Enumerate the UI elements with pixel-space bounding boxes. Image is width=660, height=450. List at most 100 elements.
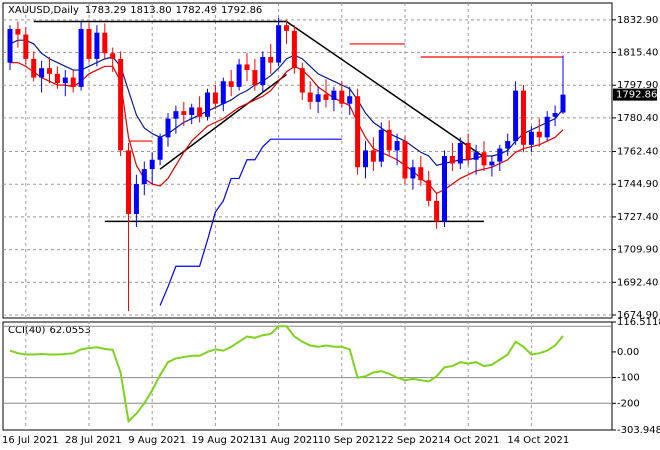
candle-body xyxy=(386,129,392,151)
candle-body xyxy=(323,94,329,100)
price-pane xyxy=(2,2,613,319)
y-tick-label: 116.5118 xyxy=(617,317,660,328)
indicator-line xyxy=(159,138,342,306)
candle-body xyxy=(197,107,203,117)
candle-body xyxy=(252,70,258,86)
candle-body xyxy=(23,34,29,59)
candle-body xyxy=(173,111,179,119)
x-tick-label: 22 Sep 2021 xyxy=(381,435,444,446)
y-tick-label: 1674.90 xyxy=(617,310,658,321)
candle-body xyxy=(497,148,503,162)
candle-body xyxy=(521,90,526,145)
candle-body xyxy=(284,25,289,31)
candle-body xyxy=(141,169,147,185)
indicator-line xyxy=(9,39,564,167)
candle-body xyxy=(505,141,511,149)
y-tick-label: 1832.90 xyxy=(617,15,658,26)
candle-body xyxy=(157,137,163,160)
y-tick-label: 1815.40 xyxy=(617,48,658,59)
candle-body xyxy=(370,150,376,162)
candle-body xyxy=(118,58,124,151)
candle-body xyxy=(315,94,321,102)
candle-body xyxy=(489,161,495,166)
cci-value: 62.0553 xyxy=(49,325,90,336)
x-tick-label: 16 Jul 2021 xyxy=(2,435,59,446)
candle-body xyxy=(481,152,487,166)
candle-body xyxy=(307,92,313,102)
y-tick-label: 1692.40 xyxy=(617,277,658,288)
candle-body xyxy=(434,200,440,222)
candle-body xyxy=(102,32,108,54)
candle-body xyxy=(465,142,471,160)
candle-body xyxy=(355,96,361,168)
candle-body xyxy=(513,90,519,142)
candle-body xyxy=(442,156,447,222)
open-label: 1783.29 xyxy=(85,5,126,16)
x-tick-label: 31 Aug 2021 xyxy=(255,435,319,446)
candle-body xyxy=(31,58,37,78)
candle-body xyxy=(228,81,234,87)
cci-name: CCI(40) xyxy=(8,325,46,336)
x-tick-label: 19 Aug 2021 xyxy=(191,435,255,446)
y-tick-label: 1762.40 xyxy=(617,147,658,158)
candle-body xyxy=(299,68,305,93)
candle-body xyxy=(449,156,455,164)
candle-body xyxy=(544,116,550,138)
chart-header: XAUUSD,Daily 1783.29 1813.80 1782.49 1792.86 xyxy=(8,5,262,16)
candle-body xyxy=(473,152,479,160)
candle-body xyxy=(39,68,45,78)
candle-body xyxy=(62,77,68,84)
candle-body xyxy=(528,131,534,145)
price-tag-box xyxy=(613,88,657,101)
candle-body xyxy=(212,92,218,104)
candle-body xyxy=(54,73,60,84)
y-tick-label: -303.9481 xyxy=(617,425,660,436)
candle-body xyxy=(149,159,155,170)
candle-body xyxy=(205,92,210,117)
candle-body xyxy=(378,129,384,162)
symbol: XAUUSD,Daily xyxy=(8,5,79,16)
candle-body xyxy=(418,167,424,181)
candle-body xyxy=(339,90,345,104)
y-tick-label: 1727.40 xyxy=(617,212,658,223)
y-tick-label: 1780.40 xyxy=(617,113,658,124)
candle-body xyxy=(260,56,266,86)
indicator-line xyxy=(10,61,564,195)
y-tick-label: 1797.90 xyxy=(617,80,658,91)
candle-body xyxy=(126,150,131,214)
x-tick-label: 4 Oct 2021 xyxy=(444,435,499,446)
x-tick-label: 28 Jul 2021 xyxy=(65,435,122,446)
close-label: 1792.86 xyxy=(221,5,262,16)
y-tick-label: 1744.90 xyxy=(617,179,658,190)
cci-line xyxy=(9,325,564,424)
candle-body xyxy=(165,118,171,138)
price-tag: 1792.86 xyxy=(616,90,657,101)
low-label: 1782.49 xyxy=(176,5,217,16)
candle-body xyxy=(47,68,52,74)
candle-body xyxy=(331,90,337,100)
high-label: 1813.80 xyxy=(130,5,171,16)
trendline xyxy=(286,20,485,158)
candle-body xyxy=(236,64,242,87)
candle-body xyxy=(560,94,566,113)
candle-body xyxy=(268,56,274,63)
x-tick-label: 9 Aug 2021 xyxy=(128,435,186,446)
candle-body xyxy=(402,141,408,179)
trendline xyxy=(159,73,287,170)
candle-body xyxy=(426,180,432,201)
candle-body xyxy=(189,107,195,115)
candle-body xyxy=(133,184,139,214)
y-tick-label: 1709.90 xyxy=(617,245,658,256)
candle-body xyxy=(347,96,353,104)
candle-body xyxy=(7,28,13,63)
cci-pane xyxy=(2,321,613,431)
y-tick-label: 0.00 xyxy=(617,347,639,358)
candle-body xyxy=(244,64,250,71)
cci-header: CCI(40) 62.0553 xyxy=(8,325,91,336)
candle-body xyxy=(78,28,84,87)
candle-body xyxy=(457,142,463,164)
candle-body xyxy=(410,167,416,179)
y-tick-label: -100 xyxy=(617,373,640,384)
y-tick-label: -200 xyxy=(617,398,640,409)
